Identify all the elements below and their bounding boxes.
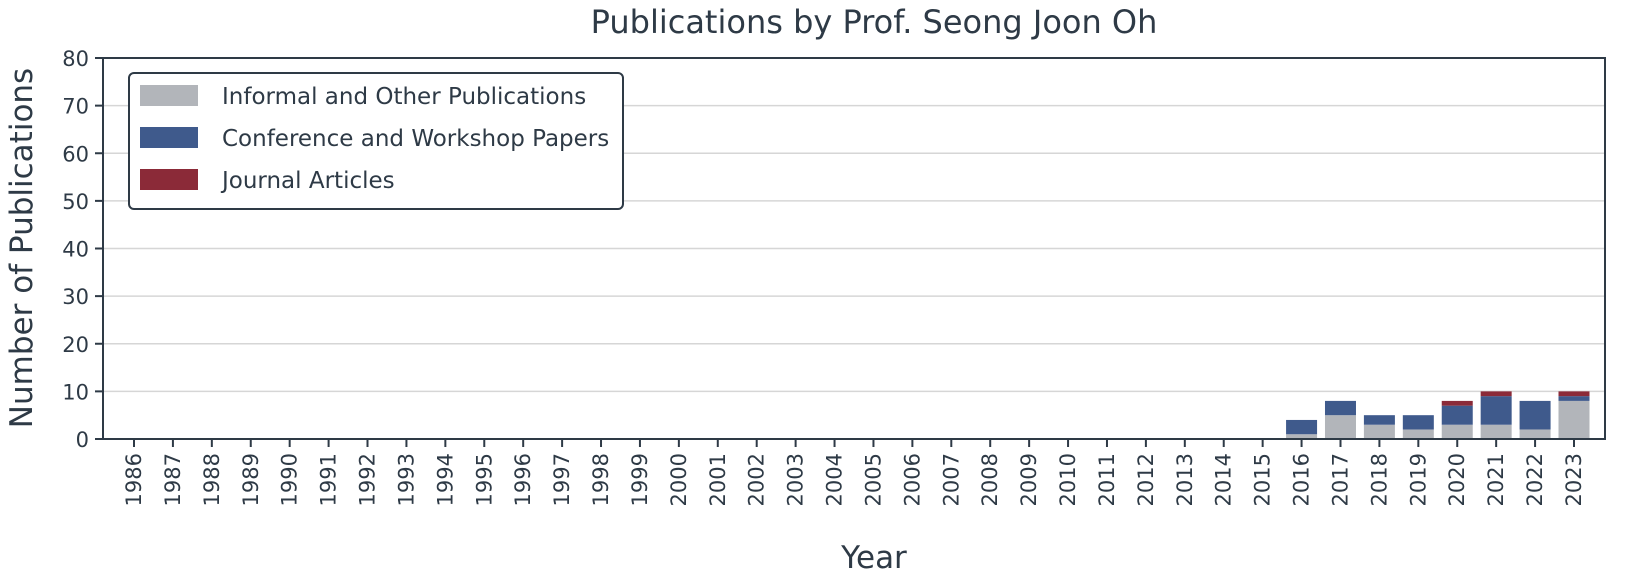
bar-segment [1402,415,1434,430]
legend-box [128,72,624,210]
bar-segment [1324,400,1356,416]
legend-swatch [140,127,198,148]
legend-swatch [140,169,198,190]
bar-segment [1286,419,1318,435]
chart-title: Publications by Prof. Seong Joon Oh [591,3,1158,41]
x-tick-label: 1992 [356,453,380,506]
bar-segment [1558,400,1590,439]
x-tick-label: 1993 [394,453,418,506]
bar-segment [1441,424,1473,439]
y-tick-label: 20 [62,333,89,357]
x-tick-label: 2016 [1290,453,1314,506]
x-tick-label: 2015 [1251,453,1275,506]
x-tick-label: 1989 [239,453,263,506]
x-tick-label: 2017 [1328,453,1352,506]
x-tick-label: 1996 [511,453,535,506]
x-tick-label: 2000 [667,453,691,506]
x-tick-label: 1991 [317,453,341,506]
y-tick-label: 10 [62,380,89,404]
y-tick-label: 50 [62,190,89,214]
y-axis-label: Number of Publications [4,68,40,428]
x-tick-label: 1995 [472,453,496,506]
x-tick-label: 1997 [550,453,574,506]
x-tick-label: 2010 [1056,453,1080,506]
y-tick-label: 40 [62,238,89,262]
y-tick-label: 60 [62,142,89,166]
x-axis-label: Year [840,540,907,576]
x-tick-label: 2003 [784,453,808,506]
x-tick-label: 1998 [589,453,613,506]
x-tick-label: 1999 [628,453,652,506]
x-tick-label: 2023 [1562,453,1586,506]
x-tick-label: 2018 [1367,453,1391,506]
bars [1286,391,1590,439]
legend: Informal and Other Publications Conferenc… [128,72,624,210]
x-tick-label: 2020 [1445,453,1469,506]
x-axis: 1986 1987 1988 1989 1990 1991 1992 1993 1994 1995… [122,439,1586,506]
legend-swatch [140,85,198,106]
bar-segment [1363,424,1395,439]
legend-label: Journal Articles [220,168,395,194]
y-axis: 0 10 20 30 40 50 60 70 80 [62,47,103,452]
bar-segment [1286,434,1318,439]
x-tick-label: 2006 [900,453,924,506]
bar-segment [1558,396,1590,401]
x-tick-label: 2001 [706,453,730,506]
bar-segment [1519,429,1551,439]
x-tick-label: 2021 [1484,453,1508,506]
y-tick-label: 80 [62,47,89,71]
x-tick-label: 2012 [1134,453,1158,506]
x-tick-label: 2004 [823,453,847,506]
x-tick-label: 2005 [861,453,885,506]
y-tick-label: 30 [62,285,89,309]
y-tick-label: 70 [62,95,89,119]
x-tick-label: 1987 [161,453,185,506]
x-tick-label: 1994 [433,453,457,506]
bar-segment [1480,396,1512,425]
bar-segment [1363,415,1395,425]
y-tick-label: 0 [76,428,89,452]
bar-segment [1480,391,1512,397]
bar-segment [1480,424,1512,439]
x-tick-label: 1988 [200,453,224,506]
x-tick-label: 2007 [939,453,963,506]
x-tick-label: 2013 [1173,453,1197,506]
x-tick-label: 1990 [278,453,302,506]
x-tick-label: 2011 [1095,453,1119,506]
bar-segment [1558,391,1590,397]
x-tick-label: 2002 [745,453,769,506]
bar-segment [1324,415,1356,439]
bar-segment [1441,400,1473,406]
x-tick-label: 2022 [1523,453,1547,506]
legend-label: Conference and Workshop Papers [222,126,609,152]
bar-segment [1441,405,1473,425]
x-tick-label: 2008 [978,453,1002,506]
bar-segment [1519,400,1551,430]
x-tick-label: 1986 [122,453,146,506]
x-tick-label: 2014 [1212,453,1236,506]
x-tick-label: 2009 [1017,453,1041,506]
x-tick-label: 2019 [1406,453,1430,506]
bar-segment [1402,429,1434,439]
legend-label: Informal and Other Publications [222,84,586,110]
